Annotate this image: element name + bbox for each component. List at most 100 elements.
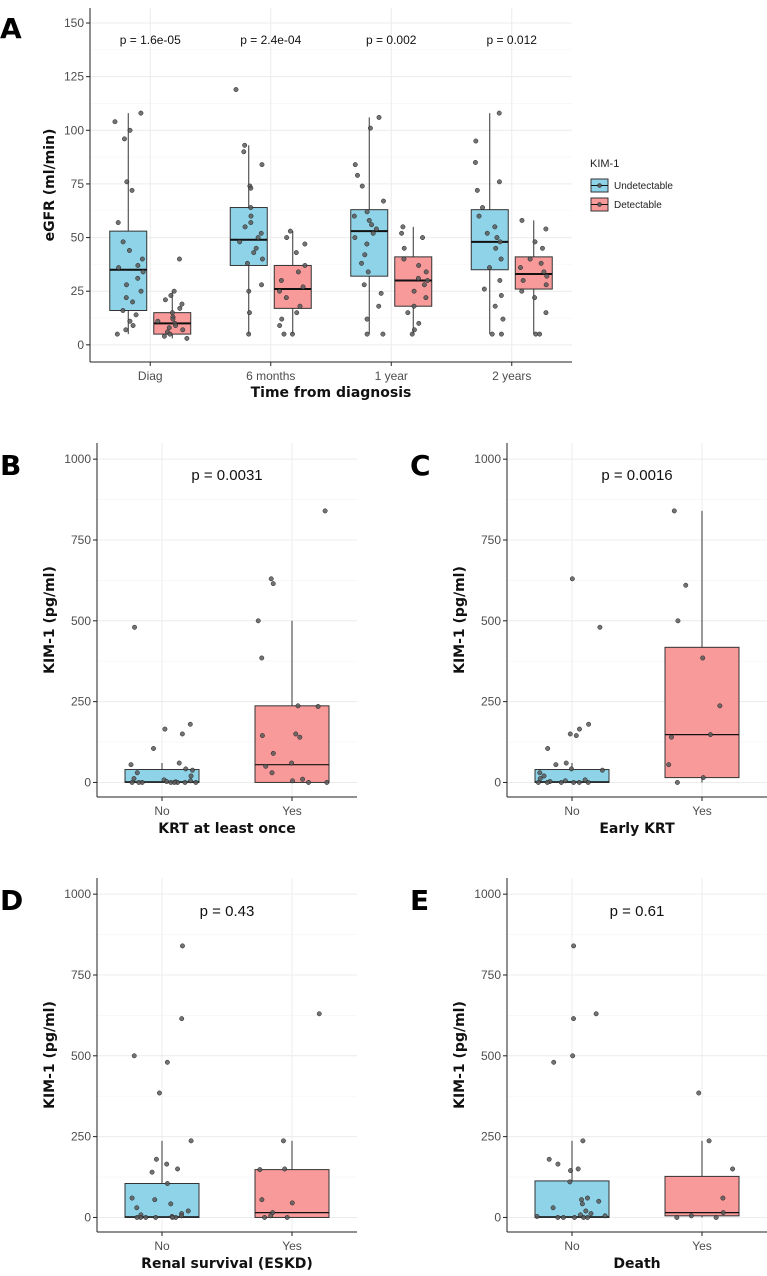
x-axis-title: Early KRT: [599, 821, 675, 837]
p-value-label: p = 1.6e-05: [120, 33, 181, 47]
data-point: [376, 303, 382, 309]
data-point: [178, 1213, 184, 1219]
y-tick-label: 1000: [474, 452, 501, 466]
data-point: [129, 780, 135, 785]
p-value-label: p = 2.4e-04: [240, 33, 301, 47]
data-point: [294, 310, 300, 316]
data-point: [537, 776, 543, 782]
data-point: [134, 1215, 140, 1220]
p-value-label: p = 0.61: [610, 903, 665, 920]
y-tick-label: 1000: [64, 452, 91, 466]
y-axis-title: eGFR (ml/min): [42, 129, 58, 242]
panel-label: C: [410, 449, 431, 482]
data-point: [538, 260, 544, 266]
data-point: [263, 763, 269, 769]
data-point: [586, 721, 592, 727]
data-point: [270, 581, 276, 587]
data-point: [188, 773, 194, 779]
x-axis-title: KRT at least once: [158, 821, 295, 837]
data-point: [518, 265, 523, 271]
data-point: [580, 1138, 586, 1144]
data-point: [576, 780, 582, 785]
data-point: [541, 269, 547, 275]
x-tick-label: Yes: [692, 804, 712, 818]
x-tick-label: 1 year: [375, 369, 408, 383]
data-point: [184, 335, 190, 341]
x-axis-title: Time from diagnosis: [251, 385, 412, 401]
data-point: [405, 310, 411, 316]
data-point: [124, 282, 129, 288]
data-point: [182, 780, 188, 785]
data-point: [683, 582, 689, 588]
x-tick-label: No: [564, 804, 580, 818]
data-point: [496, 110, 502, 116]
data-point: [401, 245, 407, 251]
data-point: [573, 733, 579, 739]
data-point: [175, 1166, 181, 1172]
data-point: [127, 318, 133, 324]
box-group: [534, 576, 610, 785]
x-tick-label: Yes: [692, 1239, 712, 1253]
data-point: [546, 1156, 552, 1162]
data-point: [373, 226, 379, 232]
data-point: [284, 235, 290, 241]
data-point: [519, 288, 525, 294]
data-point: [248, 220, 254, 225]
data-point: [281, 331, 287, 337]
data-point: [577, 726, 582, 732]
data-point: [167, 331, 173, 337]
data-point: [149, 1169, 155, 1175]
data-point: [496, 179, 502, 185]
data-point: [713, 1215, 719, 1220]
data-point: [122, 136, 127, 142]
y-tick-label: 750: [71, 968, 91, 982]
data-point: [543, 226, 549, 232]
y-tick-label: 250: [481, 695, 501, 709]
box: [254, 1169, 330, 1218]
data-point: [171, 288, 177, 294]
data-point: [161, 333, 167, 339]
data-point: [534, 1214, 540, 1219]
box-group: [229, 87, 268, 337]
x-axis-title: Death: [613, 1256, 660, 1272]
data-point: [494, 235, 500, 241]
data-point: [717, 703, 723, 709]
data-point: [366, 217, 372, 223]
box: [664, 1175, 740, 1217]
data-point: [425, 278, 430, 283]
y-tick-label: 0: [77, 338, 84, 352]
data-point: [588, 1211, 594, 1217]
data-point: [571, 780, 577, 785]
box-group: [153, 256, 192, 341]
data-point: [255, 235, 261, 241]
data-point: [550, 1205, 556, 1211]
y-tick-label: 500: [481, 1049, 501, 1063]
data-point: [492, 303, 498, 309]
data-point: [248, 185, 254, 191]
data-point: [472, 160, 478, 165]
data-point: [127, 127, 133, 133]
p-value-label: p = 0.0016: [601, 467, 672, 484]
data-point: [582, 777, 588, 783]
data-point: [295, 269, 301, 275]
data-point: [519, 217, 525, 223]
x-tick-label: No: [564, 1239, 580, 1253]
y-axis-title: KIM-1 (pg/ml): [42, 1001, 58, 1109]
data-point: [129, 187, 135, 193]
data-point: [183, 766, 189, 772]
y-tick-label: 125: [64, 70, 84, 84]
data-point: [585, 780, 591, 785]
data-point: [131, 776, 137, 782]
data-point: [675, 618, 681, 624]
p-value-label: p = 0.0031: [191, 467, 262, 484]
data-point: [400, 224, 406, 230]
data-point: [155, 318, 161, 324]
panel-label: B: [0, 449, 21, 482]
data-point: [143, 1215, 149, 1220]
y-tick-label: 750: [71, 533, 91, 547]
legend: KIM-1 Undetectable Detectable: [590, 158, 673, 212]
data-point: [300, 284, 306, 290]
data-point: [169, 1215, 175, 1220]
data-point: [364, 209, 370, 215]
data-point: [492, 224, 498, 230]
